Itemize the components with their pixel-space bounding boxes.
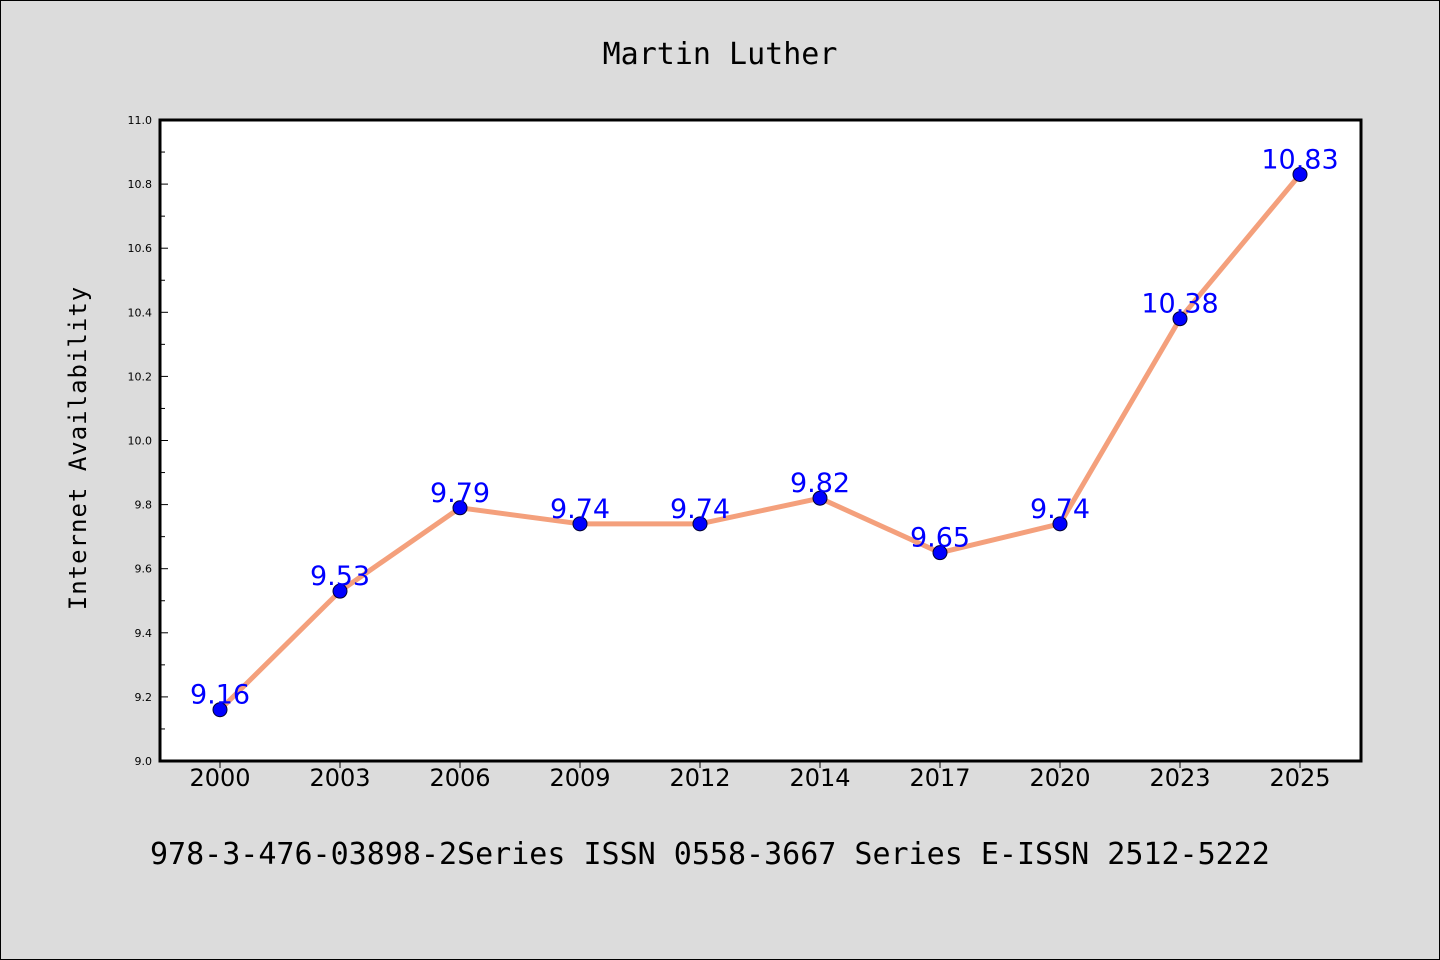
data-label: 9.74 — [550, 494, 610, 525]
data-point-marker — [572, 516, 588, 532]
y-tick-label: 10.0 — [128, 435, 153, 448]
data-point-marker — [1052, 516, 1068, 532]
y-axis: 9.0 9.2 9.4 9.6 9.8 10.0 10.2 10.4 10.6 10.8 11.0 — [128, 114, 168, 768]
data-markers — [212, 166, 1308, 718]
x-tick-label: 2023 — [1149, 764, 1210, 792]
data-label: 10.83 — [1261, 144, 1338, 175]
data-point-marker — [1292, 166, 1308, 182]
data-label: 9.53 — [310, 561, 370, 592]
y-tick-label: 10.4 — [128, 306, 153, 319]
data-labels: 9.16 9.53 9.79 9.74 9.74 9.82 9.65 9.74 10.38 10.… — [190, 144, 1339, 710]
data-point-marker — [1172, 311, 1188, 327]
y-tick-label: 9.8 — [135, 499, 153, 512]
data-point-marker — [332, 583, 348, 599]
x-tick-label: 2006 — [429, 764, 490, 792]
data-label: 9.74 — [670, 494, 730, 525]
y-tick-label: 10.6 — [128, 242, 153, 255]
x-tick-label: 2017 — [909, 764, 970, 792]
x-tick-label: 2003 — [309, 764, 370, 792]
x-tick-label: 2009 — [549, 764, 610, 792]
plot-area — [158, 118, 1363, 763]
y-tick-label: 10.8 — [128, 178, 153, 191]
footer-note: 978-3-476-03898-2Series ISSN 0558-3667 S… — [150, 837, 1270, 872]
data-point-marker — [452, 500, 468, 516]
data-label: 9.65 — [910, 523, 970, 554]
data-point-marker — [812, 490, 828, 506]
data-point-marker — [932, 545, 948, 561]
x-tick-label: 2025 — [1269, 764, 1330, 792]
x-tick-label: 2000 — [189, 764, 250, 792]
series-line — [218, 172, 1302, 712]
x-tick-label: 2012 — [669, 764, 730, 792]
x-axis: 2000 2003 2006 2009 2012 2014 2017 2020 2023 2025 — [189, 761, 1331, 792]
y-tick-label: 10.2 — [128, 370, 153, 383]
y-axis-label: Internet Availability — [64, 286, 92, 610]
y-tick-label: 9.0 — [135, 755, 153, 768]
y-tick-label: 9.2 — [135, 691, 153, 704]
data-point-marker — [692, 516, 708, 532]
data-label: 9.82 — [790, 468, 850, 499]
data-label: 10.38 — [1141, 289, 1218, 320]
data-label: 9.16 — [190, 680, 250, 711]
y-tick-label: 9.4 — [135, 627, 153, 640]
x-tick-label: 2020 — [1029, 764, 1090, 792]
data-point-marker — [212, 702, 228, 718]
data-label: 9.74 — [1030, 494, 1090, 525]
x-tick-label: 2014 — [789, 764, 850, 792]
chart-title: Martin Luther — [603, 37, 838, 72]
y-tick-label: 9.6 — [135, 563, 153, 576]
data-label: 9.79 — [430, 478, 490, 509]
y-tick-label: 11.0 — [128, 114, 153, 127]
